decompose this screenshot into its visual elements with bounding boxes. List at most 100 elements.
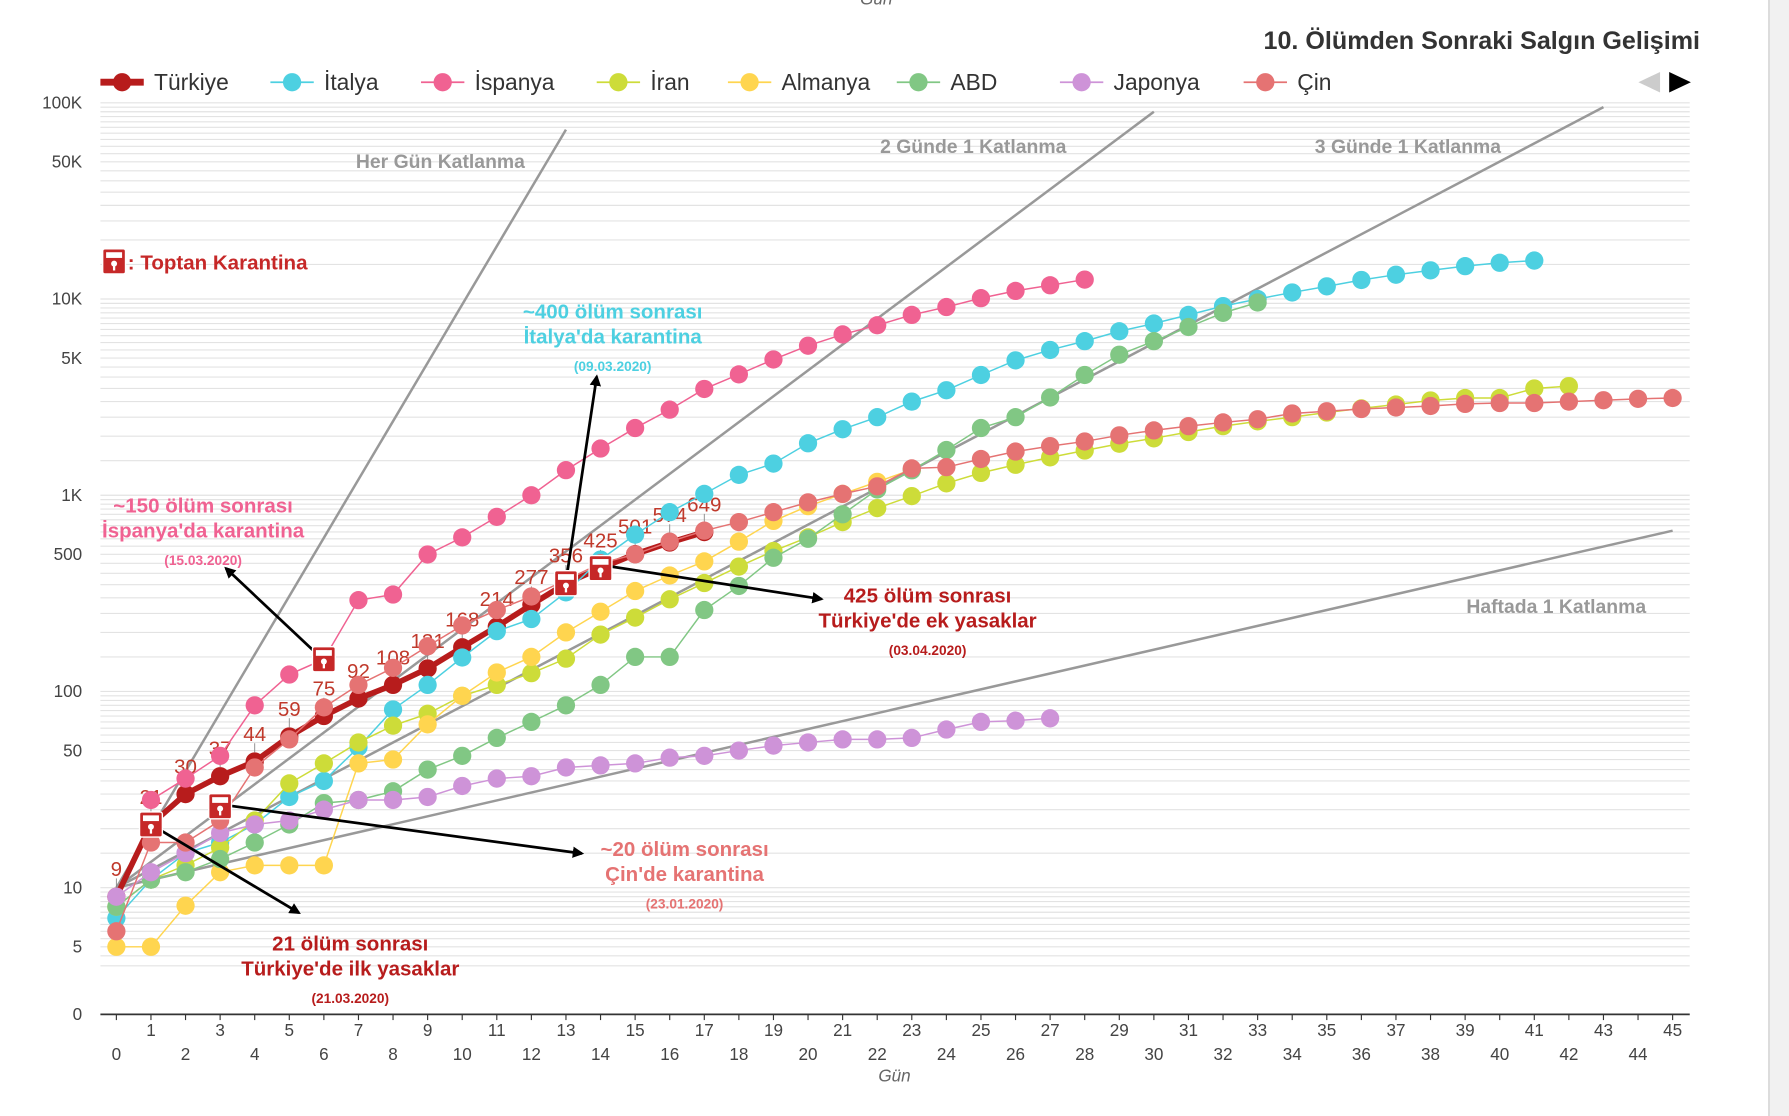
data-point bbox=[487, 600, 506, 620]
data-point bbox=[1179, 317, 1198, 337]
data-point bbox=[902, 392, 921, 411]
data-point bbox=[937, 474, 956, 493]
annotation-line: (23.01.2020) bbox=[646, 896, 724, 911]
x-tick-label: 13 bbox=[556, 1021, 575, 1040]
data-point bbox=[1525, 393, 1544, 413]
data-point bbox=[937, 381, 956, 400]
legend-next-icon[interactable] bbox=[1669, 71, 1691, 93]
data-point bbox=[1490, 393, 1509, 413]
x-tick-label: 30 bbox=[1144, 1045, 1163, 1064]
data-point bbox=[141, 790, 161, 810]
legend-item-0[interactable]: Türkiye bbox=[100, 69, 229, 95]
legend-item-1[interactable]: İtalya bbox=[270, 69, 379, 95]
data-point bbox=[695, 484, 714, 504]
annotation-line: İspanya'da karantina bbox=[102, 519, 305, 542]
data-point bbox=[1006, 281, 1025, 301]
data-point bbox=[522, 587, 541, 606]
legend-item-2[interactable]: İspanya bbox=[421, 69, 555, 95]
x-tick-label: 20 bbox=[799, 1045, 818, 1064]
annotation: 21 ölüm sonrası Türkiye'de ilk yasaklar (2… bbox=[241, 932, 459, 1005]
series-line bbox=[115, 301, 1258, 908]
data-point bbox=[868, 498, 887, 518]
data-point bbox=[729, 465, 749, 485]
data-point bbox=[971, 365, 991, 385]
series-2 bbox=[141, 270, 1094, 810]
data-point bbox=[453, 648, 472, 667]
data-point bbox=[971, 289, 991, 308]
legend: Türkiye İtalya İspanya İran Almanya ABD Japony… bbox=[100, 69, 1331, 95]
data-point bbox=[1110, 345, 1129, 364]
data-point bbox=[937, 440, 956, 460]
legend-item-4[interactable]: Almanya bbox=[727, 69, 871, 95]
data-point bbox=[971, 712, 991, 732]
annotation-line: Türkiye'de ek yasaklar bbox=[819, 610, 1037, 633]
legend-item-7[interactable]: Çin bbox=[1243, 69, 1332, 95]
data-point bbox=[1594, 391, 1613, 410]
legend-label: İspanya bbox=[475, 69, 555, 95]
data-point bbox=[660, 647, 679, 667]
legend-marker bbox=[282, 73, 302, 92]
data-point bbox=[383, 716, 403, 735]
data-point bbox=[141, 937, 161, 956]
data-point bbox=[1352, 399, 1371, 419]
data-point bbox=[487, 728, 506, 748]
data-point bbox=[729, 512, 749, 532]
data-point bbox=[764, 548, 783, 567]
data-label: 649 bbox=[687, 494, 721, 517]
x-tick-label: 43 bbox=[1594, 1021, 1613, 1040]
data-point bbox=[729, 557, 749, 576]
data-point bbox=[349, 790, 368, 810]
data-point bbox=[868, 477, 887, 496]
y-tick-label: 5K bbox=[61, 349, 83, 368]
legend-marker bbox=[609, 73, 628, 92]
data-point bbox=[625, 545, 645, 564]
legend-label: Almanya bbox=[782, 69, 871, 95]
data-point bbox=[729, 741, 749, 760]
data-point bbox=[625, 581, 645, 601]
data-point bbox=[1663, 388, 1682, 408]
reference-lines: Her Gün Katlanma 2 Günde 1 Katlanma 3 Günd… bbox=[115, 106, 1673, 889]
data-point bbox=[660, 400, 679, 419]
series-1 bbox=[107, 251, 1544, 928]
data-point bbox=[1525, 251, 1544, 270]
data-point bbox=[798, 493, 818, 512]
lock-legend: : Toptan Karantina bbox=[102, 248, 308, 275]
x-tick-label: 15 bbox=[626, 1021, 645, 1040]
legend-item-6[interactable]: Japonya bbox=[1059, 69, 1200, 95]
data-point bbox=[833, 325, 852, 344]
data-point bbox=[314, 754, 334, 773]
legend-marker bbox=[909, 73, 928, 92]
data-label: 44 bbox=[243, 723, 266, 746]
data-point bbox=[695, 573, 714, 593]
x-tick-label: 44 bbox=[1629, 1045, 1649, 1064]
scrollbar[interactable] bbox=[1768, 0, 1789, 1116]
legend-item-3[interactable]: İran bbox=[596, 69, 690, 95]
legend-marker bbox=[740, 73, 759, 92]
data-point bbox=[141, 833, 161, 852]
data-point bbox=[1455, 257, 1475, 276]
legend-label: ABD bbox=[950, 69, 997, 95]
data-point bbox=[418, 545, 437, 564]
data-point bbox=[660, 503, 679, 522]
data-point bbox=[107, 922, 126, 941]
data-point bbox=[522, 712, 541, 732]
data-point bbox=[937, 297, 956, 317]
y-tick-label: 500 bbox=[54, 545, 83, 564]
annotation-line: 425 ölüm sonrası bbox=[844, 584, 1012, 607]
x-tick-label: 24 bbox=[937, 1045, 957, 1064]
x-tick-label: 45 bbox=[1663, 1021, 1682, 1040]
legend-prev-icon[interactable] bbox=[1638, 71, 1661, 93]
data-point bbox=[1075, 365, 1094, 385]
data-point bbox=[522, 767, 541, 786]
legend-label: Türkiye bbox=[154, 69, 229, 95]
annotation-arrow bbox=[145, 820, 301, 915]
data-point bbox=[280, 665, 299, 684]
data-point bbox=[695, 552, 714, 571]
data-point bbox=[1455, 394, 1475, 414]
x-tick-label: 8 bbox=[388, 1045, 398, 1064]
legend-item-5[interactable]: ABD bbox=[896, 69, 997, 95]
data-point bbox=[107, 887, 126, 906]
data-point bbox=[349, 689, 368, 708]
